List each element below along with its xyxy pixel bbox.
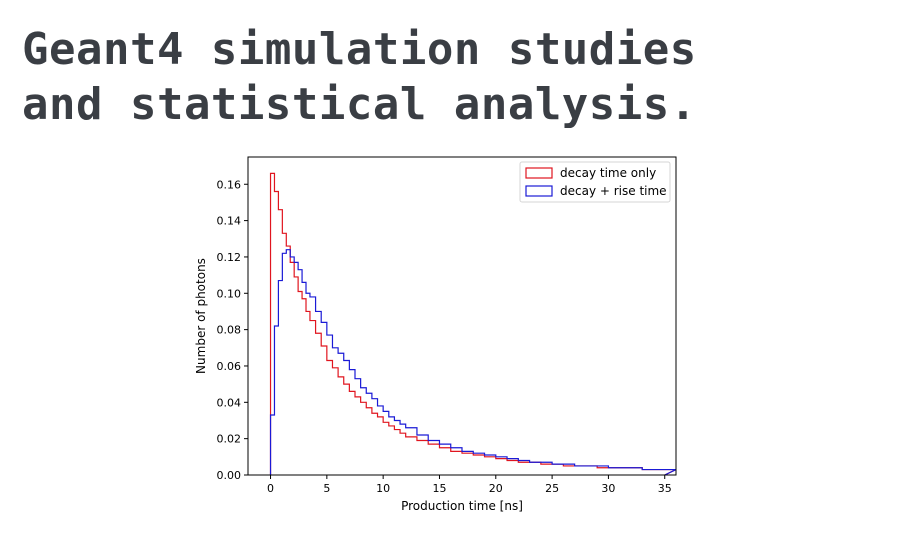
y-tick-label: 0.04 <box>217 396 242 409</box>
histogram-series-0 <box>269 172 677 476</box>
legend-box <box>519 161 671 203</box>
x-tick-label: 25 <box>545 482 559 495</box>
slide-title-line-1: Geant4 simulation studies <box>22 24 697 75</box>
y-tick-label: 0.00 <box>217 469 242 482</box>
legend-label-decay-rise-time: decay + rise time <box>560 184 667 198</box>
y-tick-label: 0.12 <box>217 251 242 264</box>
x-tick-label: 20 <box>489 482 503 495</box>
y-tick-label: 0.10 <box>217 287 242 300</box>
x-axis-label: Production time [ns] <box>401 499 523 513</box>
legend-swatch-decay-time-only <box>525 167 553 179</box>
x-axis-ticks: 0 5 10 15 20 25 30 35 <box>267 475 672 495</box>
x-tick-label: 10 <box>376 482 390 495</box>
legend-label-decay-time-only: decay time only <box>560 166 656 180</box>
plot-frame <box>247 156 677 476</box>
legend: decay time only decay + rise time <box>519 161 671 203</box>
x-tick-label: 35 <box>658 482 672 495</box>
histogram-series-1 <box>269 249 677 476</box>
slide-title-line-2: and statistical analysis. <box>22 79 697 130</box>
y-tick-label: 0.06 <box>217 360 242 373</box>
y-tick-label: 0.08 <box>217 324 242 337</box>
legend-swatch-decay-rise-time <box>525 185 553 197</box>
y-tick-label: 0.02 <box>217 433 242 446</box>
y-tick-label: 0.14 <box>217 215 242 228</box>
x-tick-label: 5 <box>323 482 330 495</box>
series-layer <box>269 172 677 476</box>
x-tick-label: 0 <box>267 482 274 495</box>
y-axis-ticks: 0.00 0.02 0.04 0.06 0.08 0.10 0.12 0.14 0.16 <box>217 178 248 482</box>
slide-title: Geant4 simulation studies and statistica… <box>22 22 882 132</box>
x-tick-label: 30 <box>601 482 615 495</box>
y-tick-label: 0.16 <box>217 178 242 191</box>
y-axis-label: Number of photons <box>194 258 208 374</box>
x-tick-label: 15 <box>432 482 446 495</box>
